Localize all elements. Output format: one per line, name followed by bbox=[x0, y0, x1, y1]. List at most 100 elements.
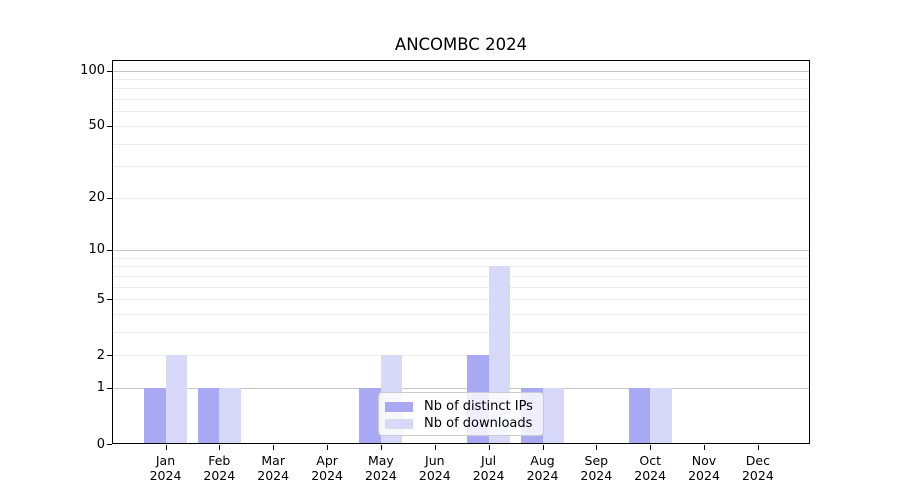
x-tick-mark bbox=[380, 445, 383, 450]
minor-gridline bbox=[113, 275, 809, 277]
x-tick-year: 2024 bbox=[526, 468, 559, 483]
x-tick-label: Oct 2024 bbox=[615, 453, 685, 483]
x-tick-year: 2024 bbox=[472, 468, 505, 483]
x-tick-label: Nov 2024 bbox=[669, 453, 739, 483]
y-tick-mark bbox=[107, 125, 112, 127]
legend-box: Nb of distinct IPs Nb of downloads bbox=[378, 392, 544, 436]
x-tick-label: Jun 2024 bbox=[400, 453, 470, 483]
x-tick-label: Dec 2024 bbox=[723, 453, 793, 483]
x-tick-label: Sep 2024 bbox=[561, 453, 631, 483]
minor-gridline bbox=[113, 166, 809, 168]
x-tick-year: 2024 bbox=[149, 468, 182, 483]
x-tick-month: May bbox=[367, 453, 394, 468]
y-tick-mark bbox=[107, 70, 112, 72]
y-tick-mark bbox=[107, 197, 112, 199]
x-tick-mark bbox=[650, 445, 652, 450]
legend-swatch-distinct-ips bbox=[385, 402, 413, 412]
y-tick-label: 50 bbox=[88, 118, 105, 134]
x-tick-month: Mar bbox=[261, 453, 285, 468]
x-tick-month: Sep bbox=[584, 453, 609, 468]
bar-jan-downloads bbox=[165, 355, 187, 444]
x-tick-label: Mar 2024 bbox=[238, 453, 308, 483]
x-tick-year: 2024 bbox=[311, 468, 343, 483]
x-tick-month: Dec bbox=[745, 453, 770, 468]
x-tick-label: Jan 2024 bbox=[131, 453, 201, 483]
x-tick-year: 2024 bbox=[364, 468, 397, 483]
y-tick-label: 20 bbox=[88, 190, 105, 206]
legend-label: Nb of distinct IPs bbox=[424, 399, 533, 414]
x-tick-month: Nov bbox=[691, 453, 717, 468]
minor-gridline bbox=[113, 197, 809, 199]
bar-feb-downloads bbox=[219, 387, 241, 444]
x-tick-label: Jul 2024 bbox=[454, 453, 524, 483]
x-tick-mark bbox=[757, 445, 760, 450]
minor-gridline bbox=[113, 299, 809, 300]
x-tick-label: May 2024 bbox=[346, 453, 416, 483]
x-tick-mark bbox=[434, 445, 436, 450]
minor-gridline bbox=[113, 266, 809, 268]
y-tick-label: 100 bbox=[80, 63, 105, 78]
minor-gridline bbox=[113, 78, 809, 80]
minor-gridline bbox=[113, 88, 809, 90]
minor-gridline bbox=[113, 355, 809, 357]
x-tick-year: 2024 bbox=[418, 468, 451, 483]
x-tick-year: 2024 bbox=[580, 468, 613, 483]
x-tick-year: 2024 bbox=[634, 468, 667, 483]
legend-swatch-downloads bbox=[385, 419, 413, 429]
x-tick-label: Feb 2024 bbox=[184, 453, 254, 483]
minor-gridline bbox=[113, 286, 809, 288]
minor-gridline bbox=[113, 125, 809, 127]
y-tick-label: 1 bbox=[96, 380, 105, 396]
x-tick-month: Apr bbox=[316, 453, 338, 468]
bar-aug-downloads bbox=[542, 387, 564, 444]
y-tick-mark bbox=[107, 249, 112, 252]
x-tick-month: Jun bbox=[425, 453, 445, 468]
bar-jan-distinct-ips bbox=[144, 387, 166, 444]
minor-gridline bbox=[113, 111, 809, 113]
bar-may-distinct-ips bbox=[359, 387, 381, 444]
major-gridline bbox=[113, 249, 809, 251]
y-tick-mark bbox=[107, 444, 112, 446]
y-tick-label: 10 bbox=[88, 242, 105, 258]
bar-oct-distinct-ips bbox=[628, 387, 651, 444]
x-tick-mark bbox=[704, 445, 706, 450]
y-tick-label: 2 bbox=[96, 347, 105, 363]
x-tick-month: Jan bbox=[155, 453, 176, 468]
x-tick-mark bbox=[219, 445, 221, 450]
minor-gridline bbox=[113, 257, 809, 259]
x-tick-year: 2024 bbox=[688, 468, 720, 483]
x-tick-mark bbox=[165, 445, 167, 450]
legend-entry: Nb of downloads bbox=[385, 416, 543, 432]
y-tick-mark bbox=[107, 299, 112, 301]
major-gridline bbox=[113, 70, 809, 72]
minor-gridline bbox=[113, 143, 809, 145]
x-tick-mark bbox=[273, 445, 275, 450]
x-tick-month: Oct bbox=[639, 453, 661, 468]
bar-oct-downloads bbox=[650, 387, 672, 444]
x-tick-month: Jul bbox=[481, 453, 497, 468]
x-tick-year: 2024 bbox=[257, 468, 290, 483]
x-tick-mark bbox=[542, 445, 544, 450]
plot-area-border bbox=[112, 60, 810, 444]
x-tick-label: Aug 2024 bbox=[508, 453, 578, 483]
chart-title: ANCOMBC 2024 bbox=[394, 35, 528, 54]
y-tick-mark bbox=[107, 355, 112, 357]
x-tick-month: Aug bbox=[530, 453, 555, 468]
y-tick-label: 0 bbox=[96, 436, 105, 452]
y-tick-mark bbox=[107, 387, 112, 390]
major-gridline bbox=[113, 387, 809, 389]
x-tick-month: Feb bbox=[208, 453, 231, 468]
x-tick-mark bbox=[596, 445, 598, 450]
minor-gridline bbox=[113, 331, 809, 333]
legend-entry: Nb of distinct IPs bbox=[385, 399, 543, 415]
bar-feb-distinct-ips bbox=[197, 387, 220, 444]
x-tick-mark bbox=[488, 445, 490, 450]
minor-gridline bbox=[113, 99, 809, 100]
minor-gridline bbox=[113, 313, 809, 315]
x-tick-year: 2024 bbox=[203, 468, 236, 483]
y-tick-label: 5 bbox=[96, 291, 105, 307]
x-tick-year: 2024 bbox=[741, 468, 774, 483]
x-tick-label: Apr 2024 bbox=[292, 453, 362, 483]
x-tick-mark bbox=[327, 445, 329, 450]
